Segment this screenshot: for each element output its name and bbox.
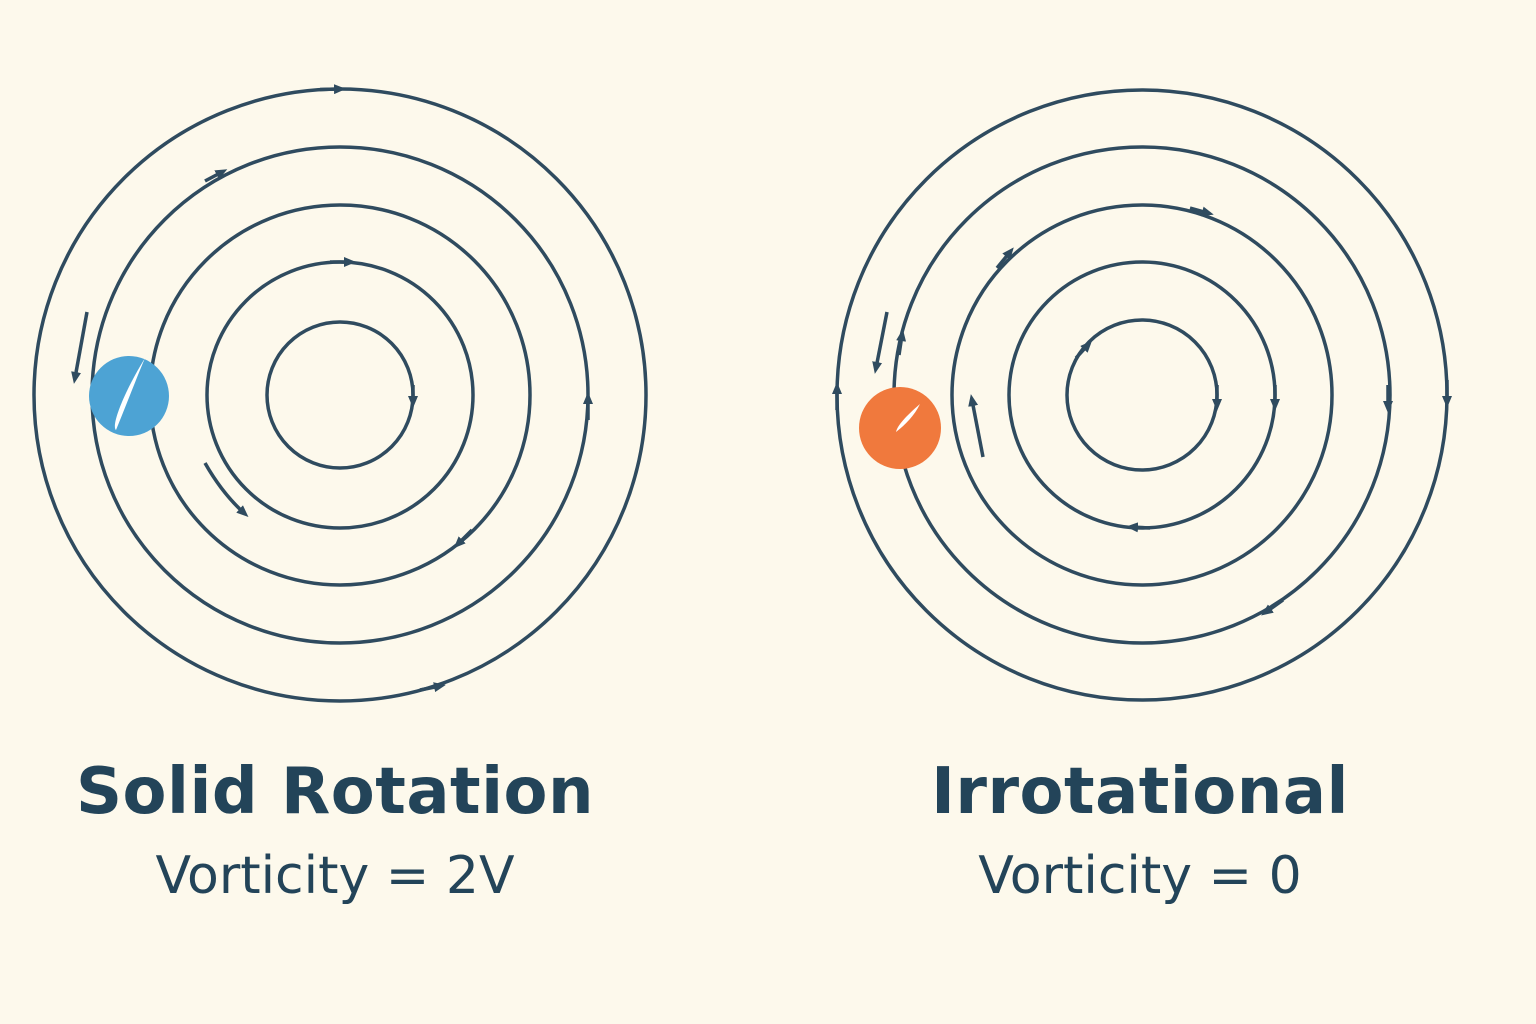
flow-arrow-icon <box>896 329 907 356</box>
irrotational-arrows <box>832 206 1452 616</box>
flow-arrow-icon <box>204 169 228 183</box>
velocity-arrow-icon <box>203 462 249 518</box>
solid-rotation-arrows <box>71 84 593 693</box>
irrotational-caption: Irrotational Vorticity = 0 <box>830 752 1450 912</box>
non-rotating-fluid-particle-icon <box>859 387 941 469</box>
vorticity-label: Vorticity = 2V <box>155 846 515 906</box>
streamline-ring <box>265 320 415 470</box>
particle-orientation-mark <box>896 404 920 432</box>
panel-title: Irrotational <box>931 755 1349 829</box>
flow-arrow-icon <box>1126 522 1151 533</box>
streamline-ring <box>205 260 475 530</box>
streamline-ring <box>835 88 1449 702</box>
velocity-arrow-icon <box>968 394 985 458</box>
vorticity-label: Vorticity = 0 <box>978 846 1302 906</box>
irrotational-streamlines <box>835 88 1449 702</box>
streamline-ring <box>1007 260 1277 530</box>
flow-arrow-icon <box>995 247 1014 270</box>
streamline-ring <box>892 145 1392 645</box>
flow-arrow-icon <box>1261 598 1285 616</box>
flow-arrow-icon <box>1189 206 1214 217</box>
flow-arrow-icon <box>453 528 474 549</box>
velocity-arrow-icon <box>71 311 89 384</box>
streamline-ring <box>1065 318 1219 472</box>
flow-arrow-icon <box>1074 340 1093 360</box>
streamline-ring <box>950 203 1334 587</box>
flow-arrow-icon <box>319 84 346 95</box>
panel-title: Solid Rotation <box>75 755 595 829</box>
flow-arrow-icon <box>419 682 446 693</box>
solid-rotation-caption: Solid Rotation Vorticity = 2V <box>25 752 645 912</box>
particle-orientation-mark <box>114 358 145 430</box>
velocity-arrow-icon <box>872 311 889 374</box>
rotating-fluid-particle-icon <box>89 356 169 436</box>
